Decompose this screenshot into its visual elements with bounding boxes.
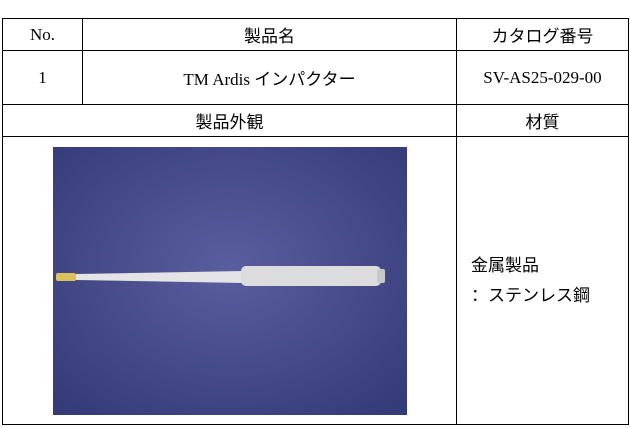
material-line: 金属製品 [471,255,539,275]
material-cell: 金属製品 ：ステンレス鋼 [456,136,629,425]
header-cell: No. [2,18,83,51]
header-cell: 製品名 [82,18,457,51]
product-table: No. 製品名 カタログ番号 1 TM Ardis インパクター SV-AS25… [2,18,629,425]
cell: 1 [2,50,83,105]
material-line: ：ステンレス鋼 [471,285,590,305]
header-cell: カタログ番号 [456,18,629,51]
product-photo [52,146,407,415]
header-cell: 材質 [456,104,629,137]
photo-cell [2,136,457,425]
cell: TM Ardis インパクター [82,50,457,105]
header-cell: 製品外観 [2,104,457,137]
cell: SV-AS25-029-00 [456,50,629,105]
